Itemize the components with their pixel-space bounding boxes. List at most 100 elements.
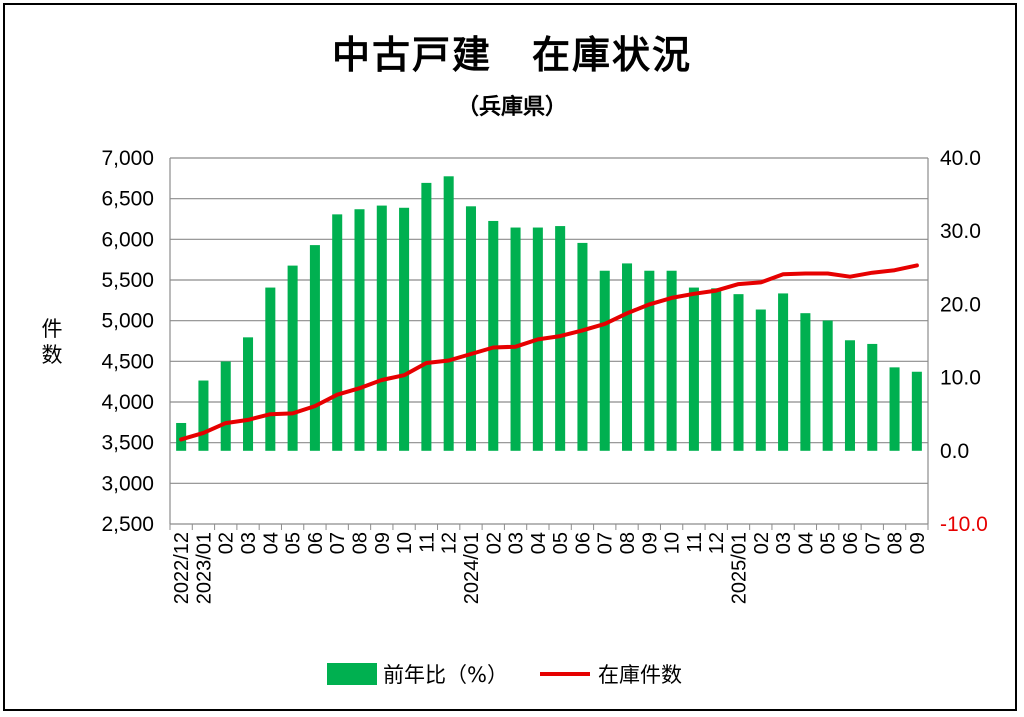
left-tick-label: 7,000	[101, 147, 154, 170]
bar	[510, 227, 521, 451]
bar	[666, 270, 677, 451]
x-tick-label: 2022/12	[171, 532, 193, 604]
x-tick-label: 05	[818, 532, 840, 554]
bar	[555, 226, 566, 451]
right-tick-label: -10.0	[940, 513, 988, 536]
bar	[822, 320, 833, 451]
bar	[354, 209, 365, 451]
bar	[488, 220, 499, 451]
legend: 前年比（%） 在庫件数	[327, 663, 682, 687]
x-tick-label: 09	[907, 532, 929, 554]
bar	[755, 309, 766, 451]
x-tick-label: 2023/01	[193, 532, 215, 604]
chart-title: 中古戸建 在庫状況	[332, 33, 692, 77]
x-tick-label: 11	[684, 532, 706, 553]
bar	[465, 206, 476, 451]
bar	[889, 367, 900, 451]
bar	[688, 287, 699, 451]
x-tick-label: 09	[372, 532, 394, 554]
left-tick-label: 6,500	[101, 188, 154, 211]
bar	[243, 337, 254, 451]
gridlines	[170, 157, 928, 484]
x-tick-label: 03	[506, 532, 528, 554]
x-tick-label: 10	[394, 532, 416, 554]
left-axis-label-char-1: 件	[42, 317, 63, 341]
bar	[265, 287, 276, 451]
x-tick-label: 02	[751, 532, 773, 554]
line-path	[179, 263, 919, 442]
x-tick-label: 07	[862, 532, 884, 554]
x-tick-label: 12	[706, 532, 728, 554]
legend-label-line: 在庫件数	[598, 663, 682, 687]
x-tick-label: 12	[439, 532, 461, 554]
x-tick-label: 06	[840, 532, 862, 554]
bar	[644, 270, 655, 451]
bar	[711, 288, 722, 451]
bar	[622, 263, 633, 451]
x-tick-label: 08	[350, 532, 372, 554]
left-axis-ticks: 2,500 3,000 3,500 4,000 4,500 5,000 5,500 6,000…	[101, 147, 154, 536]
x-tick-label: 2025/01	[729, 532, 751, 604]
right-tick-label: 0.0	[940, 440, 969, 463]
right-tick-label: 30.0	[940, 220, 981, 243]
x-tick-label: 03	[773, 532, 795, 554]
right-axis-ticks: -10.0 0.0 10.0 20.0 30.0 40.0	[940, 147, 988, 536]
right-tick-label: 20.0	[940, 293, 981, 316]
x-tick-label: 06	[572, 532, 594, 554]
bar	[332, 214, 343, 451]
line-series	[179, 263, 919, 442]
x-tick-label: 06	[305, 532, 327, 554]
x-tick-label: 02	[216, 532, 238, 554]
x-tick-label: 03	[238, 532, 260, 554]
bar	[421, 182, 432, 451]
x-tick-label: 04	[795, 532, 817, 554]
bar	[599, 270, 610, 451]
left-tick-label: 5,500	[101, 269, 154, 292]
bar	[577, 242, 588, 451]
bar	[844, 340, 855, 451]
axes	[169, 158, 929, 530]
x-tick-label: 04	[528, 532, 550, 554]
bar	[220, 361, 231, 451]
x-tick-label: 08	[885, 532, 907, 554]
x-tick-label: 09	[639, 532, 661, 554]
bar	[778, 293, 789, 451]
left-tick-label: 3,000	[101, 472, 154, 495]
chart-subtitle: （兵庫県）	[457, 94, 567, 120]
left-axis-label: 件 数	[42, 317, 63, 367]
x-tick-label: 05	[283, 532, 305, 554]
bar	[376, 205, 387, 451]
x-tick-label: 02	[483, 532, 505, 554]
left-tick-label: 4,000	[101, 391, 154, 414]
bar	[287, 265, 298, 451]
bar	[733, 294, 744, 451]
x-axis-ticks: 2022/12 2023/01 02 03 04 05 06 07 08 09 10 11 12 2024…	[171, 532, 929, 604]
bar	[800, 313, 811, 451]
bar	[443, 176, 454, 451]
left-tick-label: 5,000	[101, 310, 154, 333]
bar	[198, 380, 209, 451]
legend-label-bar: 前年比（%）	[383, 663, 508, 687]
left-tick-label: 3,500	[101, 432, 154, 455]
left-tick-label: 2,500	[101, 513, 154, 536]
x-tick-label: 2024/01	[461, 532, 483, 604]
legend-swatch-bar	[327, 663, 377, 685]
x-tick-label: 04	[260, 532, 282, 554]
x-tick-label: 08	[617, 532, 639, 554]
bar	[399, 207, 410, 451]
bar	[911, 371, 922, 451]
bar	[867, 343, 878, 451]
bar	[309, 245, 320, 451]
left-tick-label: 6,000	[101, 228, 154, 251]
right-tick-label: 40.0	[940, 147, 981, 170]
x-tick-label: 11	[416, 532, 438, 553]
bar	[176, 422, 187, 451]
left-tick-label: 4,500	[101, 350, 154, 373]
left-axis-label-char-2: 数	[42, 343, 63, 367]
bar-series	[176, 176, 922, 451]
x-tick-label: 05	[550, 532, 572, 554]
x-tick-label: 07	[595, 532, 617, 554]
right-tick-label: 10.0	[940, 367, 981, 390]
x-tick-label: 07	[327, 532, 349, 554]
